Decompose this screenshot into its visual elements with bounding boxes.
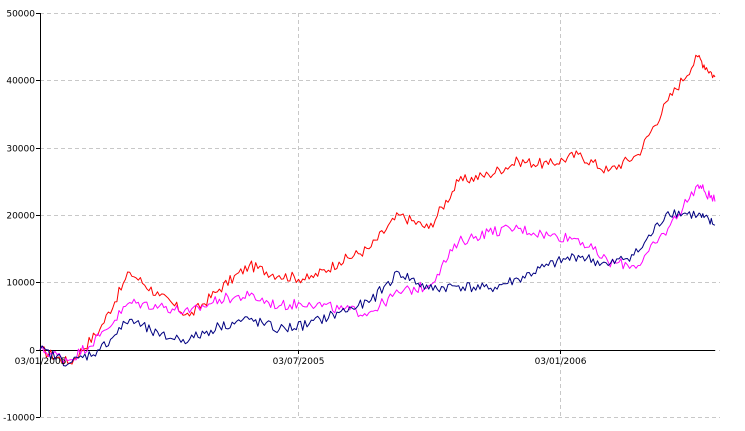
y-tick-label: 10000: [6, 279, 35, 289]
grid-layer: [40, 13, 720, 419]
x-tick-label: 03/01/2005: [15, 357, 67, 367]
x-tick-label: 03/07/2005: [273, 357, 325, 367]
axis-layer: [36, 13, 715, 418]
y-tick-label: 0: [29, 347, 35, 357]
y-tick-label: -10000: [3, 414, 35, 424]
y-tick-label: 40000: [6, 77, 35, 87]
tick-label-layer: 50000 40000 30000 20000 10000 0 -10000 03/01/20…: [3, 10, 587, 424]
series-line-1: [39, 54, 716, 365]
y-tick-label: 30000: [6, 145, 35, 155]
series-line-3: [39, 209, 716, 367]
series-line-2: [39, 184, 716, 363]
y-tick-label: 50000: [6, 10, 35, 20]
x-tick-label: 03/01/2006: [535, 357, 587, 367]
y-tick-label: 20000: [6, 212, 35, 222]
series-layer: [39, 54, 716, 367]
